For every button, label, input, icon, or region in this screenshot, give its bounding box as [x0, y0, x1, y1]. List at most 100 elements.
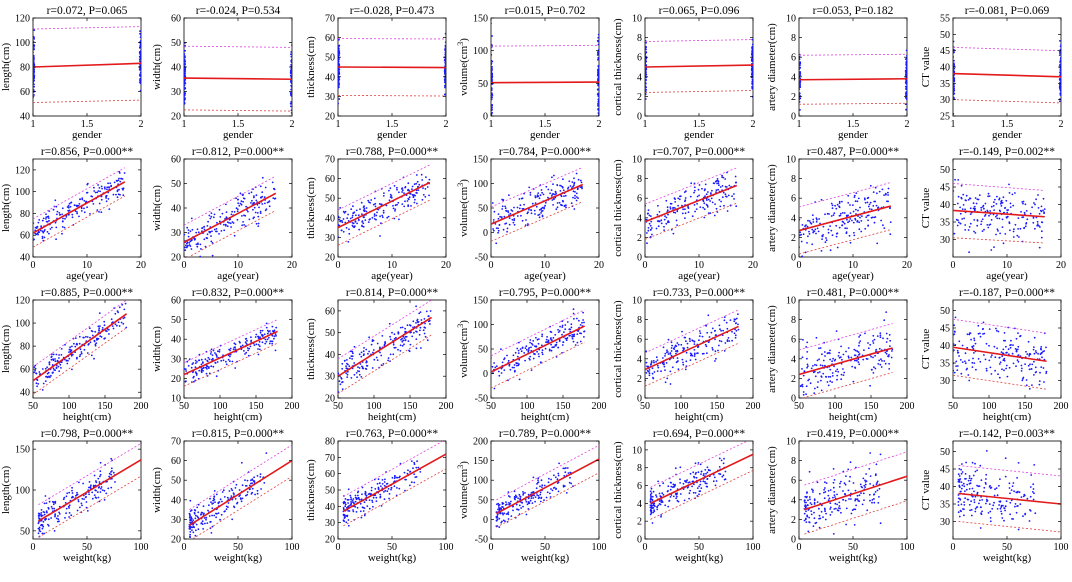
data-point	[105, 194, 108, 197]
data-point	[865, 216, 868, 219]
data-point	[52, 353, 55, 356]
data-point	[351, 216, 354, 219]
x-tick-label: 50	[640, 401, 650, 412]
data-point	[674, 201, 677, 203]
data-point	[578, 319, 580, 322]
data-point	[343, 359, 346, 362]
data-point	[339, 383, 342, 386]
data-point	[883, 194, 885, 197]
data-point	[1001, 201, 1004, 204]
data-point	[338, 215, 340, 218]
data-point	[1005, 199, 1008, 202]
data-point	[538, 355, 540, 358]
data-point	[370, 199, 373, 201]
data-point	[837, 355, 840, 357]
data-point	[64, 517, 66, 519]
data-point	[831, 204, 834, 207]
data-point	[550, 331, 553, 333]
data-point	[493, 387, 496, 390]
data-point	[812, 365, 814, 367]
data-point	[733, 332, 736, 335]
data-point	[535, 345, 538, 348]
data-point	[258, 340, 261, 343]
data-point	[33, 46, 35, 48]
data-point	[518, 378, 521, 381]
data-point	[198, 369, 201, 372]
data-point	[358, 353, 361, 356]
data-point	[645, 379, 647, 382]
x-tick-label: 150	[98, 401, 113, 412]
data-point	[1002, 352, 1004, 355]
data-point	[33, 80, 35, 82]
data-point	[667, 213, 669, 216]
data-point	[835, 207, 838, 210]
data-point	[553, 174, 555, 177]
data-point	[710, 197, 713, 200]
data-point	[346, 359, 348, 361]
data-point	[831, 381, 833, 383]
data-point	[967, 229, 970, 231]
data-point	[829, 380, 832, 383]
data-point	[99, 461, 102, 464]
y-tick-label: 8	[791, 33, 796, 44]
data-point	[961, 208, 964, 211]
y-tick-label: 100	[15, 486, 30, 497]
x-tick-label: 0	[797, 260, 802, 271]
data-point	[98, 312, 101, 314]
data-point	[838, 205, 840, 208]
data-point	[56, 213, 58, 216]
data-point	[693, 355, 696, 357]
data-point	[358, 367, 361, 369]
data-point	[838, 226, 841, 229]
data-point	[261, 203, 264, 205]
y-axis-label: artery diameter(cm)	[766, 23, 778, 111]
data-point	[1034, 371, 1037, 374]
upper-prediction-band	[338, 164, 430, 211]
data-point	[684, 368, 687, 371]
data-point	[723, 204, 725, 207]
data-point	[73, 204, 76, 207]
data-point	[64, 502, 67, 504]
data-point	[973, 230, 975, 233]
data-point	[574, 344, 577, 346]
data-point	[97, 477, 100, 480]
data-point	[820, 379, 822, 382]
x-tick-label: 2	[597, 119, 602, 130]
data-point	[873, 338, 876, 341]
data-point	[997, 330, 1000, 333]
data-point	[693, 189, 696, 192]
data-point	[571, 337, 574, 340]
data-point	[987, 192, 990, 195]
data-point	[210, 351, 213, 353]
data-point	[79, 348, 82, 351]
data-point	[962, 204, 965, 206]
data-point	[691, 354, 694, 357]
data-point	[864, 332, 866, 335]
data-point	[751, 83, 753, 86]
data-point	[835, 235, 838, 238]
data-point	[817, 381, 819, 383]
data-point	[807, 379, 809, 382]
data-point	[505, 209, 507, 212]
data-point	[379, 351, 381, 354]
y-tick-label: 30	[171, 354, 181, 365]
data-point	[90, 195, 93, 198]
data-point	[646, 212, 649, 215]
data-point	[1009, 202, 1012, 205]
data-point	[953, 349, 955, 352]
data-point	[371, 367, 374, 369]
data-point	[1024, 363, 1026, 365]
data-point	[667, 353, 670, 355]
data-point	[242, 200, 245, 203]
data-point	[229, 349, 232, 352]
data-point	[838, 351, 840, 354]
data-point	[597, 103, 599, 105]
data-point	[686, 346, 689, 349]
data-point	[972, 348, 975, 350]
y-tick-label: 40	[20, 253, 30, 264]
data-point	[362, 225, 365, 228]
data-point	[687, 211, 690, 214]
data-point	[681, 358, 684, 361]
data-point	[873, 366, 875, 369]
data-point	[44, 229, 46, 231]
